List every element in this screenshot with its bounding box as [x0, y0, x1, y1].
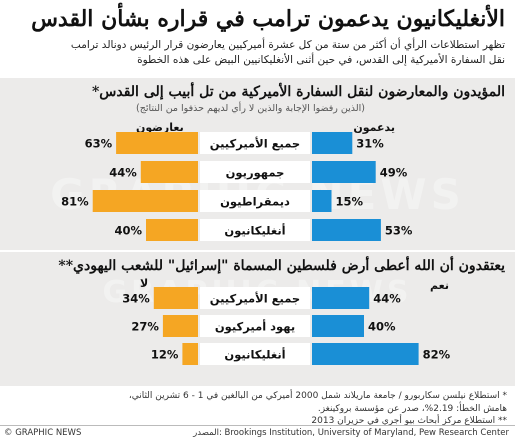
footnotes: * استطلاع نيلسن سكاربورو / جامعة ماريلان… — [8, 390, 507, 428]
page-title: الأنغليكانيون يدعمون ترامب في قراره بشأن… — [31, 6, 505, 32]
data-label-oppose: 81% — [61, 195, 89, 209]
category-label: يهود أميركيون — [215, 319, 295, 335]
data-label-oppose: 27% — [131, 320, 159, 334]
bar-oppose — [140, 161, 198, 183]
bar-support — [312, 190, 332, 212]
data-label-support: 82% — [423, 348, 451, 362]
category-label: جميع الأميركيين — [210, 292, 300, 306]
category-label-box — [200, 315, 310, 337]
series-header-yes: نعم — [430, 279, 449, 292]
data-label-oppose: 44% — [109, 166, 137, 180]
chart-2-title: يعتقدون أن الله أعطى أرض فلسطين المسماة … — [58, 258, 505, 274]
footer-bar: © GRAPHIC NEWS المصدر: Brookings Institu… — [0, 425, 515, 440]
credit: © GRAPHIC NEWS — [4, 428, 82, 438]
data-label-oppose: 63% — [85, 137, 113, 151]
category-label: جمهوريون — [226, 166, 285, 181]
category-label: جميع الأميركيين — [210, 137, 300, 151]
data-label-support: 53% — [385, 224, 413, 238]
data-label-oppose: 12% — [151, 348, 179, 362]
series-header-no: لا — [140, 277, 149, 290]
subtitle-line: تظهر استطلاعات الرأي أن أكثر من ستة من ك… — [70, 39, 505, 51]
bar-support — [312, 315, 364, 337]
subtitle: تظهر استطلاعات الرأي أن أكثر من ستة من ك… — [10, 38, 505, 68]
category-label-box — [200, 161, 310, 183]
category-label: ديمقراطيون — [220, 195, 290, 210]
bar-support — [312, 287, 370, 309]
series-header-for: يدعمون — [353, 121, 395, 134]
data-label-oppose: 34% — [122, 292, 150, 306]
source: المصدر: Brookings Institution, Universit… — [193, 428, 509, 438]
bar-oppose — [162, 315, 198, 337]
bar-support — [312, 161, 376, 183]
data-label-support: 31% — [356, 137, 384, 151]
bar-oppose — [116, 132, 198, 154]
bar-oppose — [182, 343, 198, 365]
data-label-support: 40% — [368, 320, 396, 334]
category-label-box — [200, 219, 310, 241]
bar-support — [312, 132, 353, 154]
series-header-against: يعارضون — [136, 121, 184, 134]
data-label-support: 44% — [373, 292, 401, 306]
footnote: * استطلاع نيلسن سكاربورو / جامعة ماريلان… — [128, 391, 507, 401]
data-label-support: 15% — [336, 195, 364, 209]
footnote: ** استطلاع مركز أبحاث بيو أجري في حزيران… — [311, 416, 507, 426]
category-label-box — [200, 132, 310, 154]
category-label-box — [200, 190, 310, 212]
bar-oppose — [153, 287, 198, 309]
category-label-box — [200, 343, 310, 365]
bar-support — [312, 343, 419, 365]
bar-oppose — [146, 219, 198, 241]
bar-oppose — [92, 190, 198, 212]
chart-1-note: (الذين رفضوا الإجابة والذين لا رأي لديهم… — [136, 103, 365, 114]
bar-support — [312, 219, 381, 241]
category-label: أنغليكانيون — [224, 347, 285, 363]
category-label: أنغليكانيون — [224, 223, 285, 239]
subtitle-line: نقل السفارة الأميركية إلى القدس، في حين … — [137, 54, 505, 66]
category-label-box — [200, 287, 310, 309]
footnote: هامش الخطأ: 2.19%، صدر عن مؤسسة بروكينغز… — [317, 403, 507, 414]
chart-1-title: المؤيدون والمعارضون لنقل السفارة الأميرك… — [91, 84, 505, 100]
data-label-support: 49% — [380, 166, 408, 180]
data-label-oppose: 40% — [114, 224, 142, 238]
